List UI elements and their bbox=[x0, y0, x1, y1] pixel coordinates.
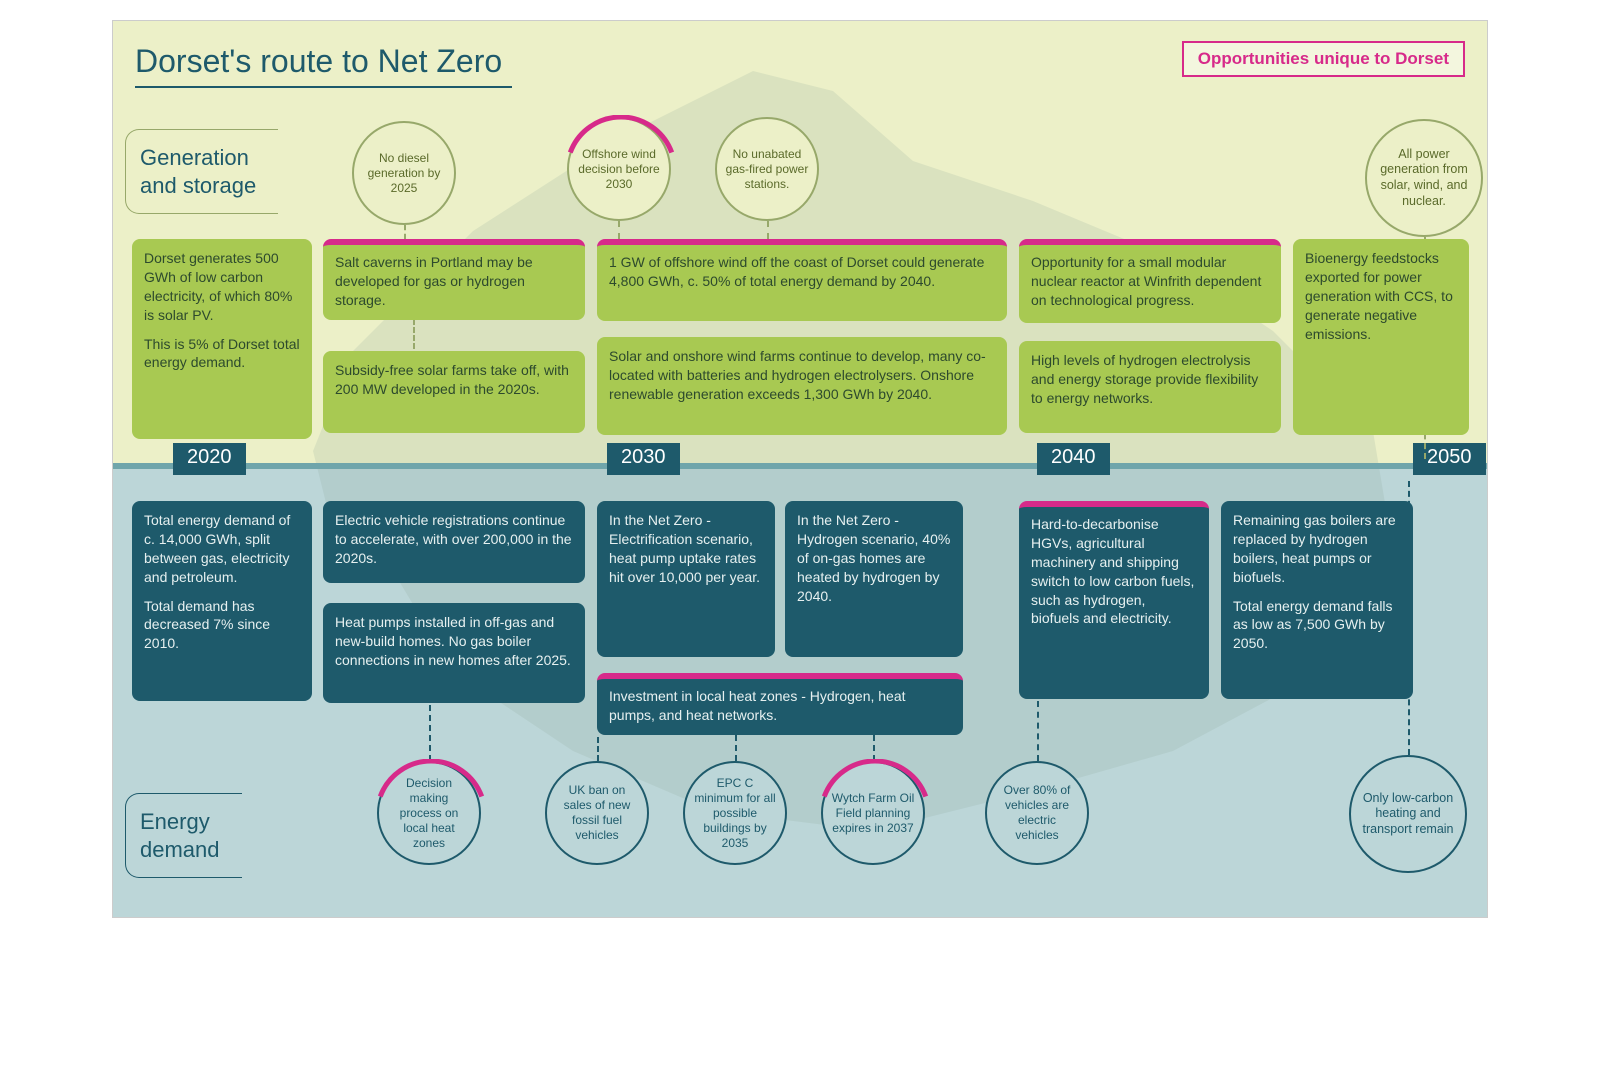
milestone-bubble-epc: EPC C minimum for all possible buildings… bbox=[683, 761, 787, 865]
milestone-bubble-lowcarb: Only low-carbon heating and transport re… bbox=[1349, 755, 1467, 873]
timeline-axis bbox=[113, 463, 1487, 469]
demand-card-t5: In the Net Zero - Hydrogen scenario, 40%… bbox=[785, 501, 963, 657]
generation-card-g4: 1 GW of offshore wind off the coast of D… bbox=[597, 239, 1007, 321]
card-text: Solar and onshore wind farms continue to… bbox=[609, 347, 995, 404]
legend-pink: Opportunities unique to Dorset bbox=[1182, 41, 1465, 77]
year-2030: 2030 bbox=[607, 443, 680, 475]
card-text: This is 5% of Dorset total energy demand… bbox=[144, 335, 300, 373]
card-text: Total energy demand falls as low as 7,50… bbox=[1233, 597, 1401, 654]
generation-card-g2: Salt caverns in Portland may be develope… bbox=[323, 239, 585, 320]
milestone-bubble-heatzones: Decision making process on local heat zo… bbox=[377, 761, 481, 865]
card-text: Subsidy-free solar farms take off, with … bbox=[335, 361, 573, 399]
milestone-bubble-gasfired: No unabated gas-fired power stations. bbox=[715, 117, 819, 221]
milestone-bubble-offshore: Offshore wind decision before 2030 bbox=[567, 117, 671, 221]
row-label-demand: Energy demand bbox=[125, 793, 242, 878]
card-text: Opportunity for a small modular nuclear … bbox=[1031, 253, 1269, 310]
generation-card-g6: Opportunity for a small modular nuclear … bbox=[1019, 239, 1281, 323]
row-label-demand-text: Energy demand bbox=[140, 809, 220, 862]
card-text: In the Net Zero - Hydrogen scenario, 40%… bbox=[797, 511, 951, 605]
card-text: Electric vehicle registrations continue … bbox=[335, 511, 573, 568]
card-text: Bioenergy feedstocks exported for power … bbox=[1305, 249, 1457, 343]
card-text: Salt caverns in Portland may be develope… bbox=[335, 253, 573, 310]
milestone-bubble-wytch: Wytch Farm Oil Field planning expires in… bbox=[821, 761, 925, 865]
card-text: High levels of hydrogen electrolysis and… bbox=[1031, 351, 1269, 408]
card-text: Hard-to-decarbonise HGVs, agricultural m… bbox=[1031, 515, 1197, 628]
card-text: 1 GW of offshore wind off the coast of D… bbox=[609, 253, 995, 291]
card-text: Remaining gas boilers are replaced by hy… bbox=[1233, 511, 1401, 587]
milestone-bubble-ukban: UK ban on sales of new fossil fuel vehic… bbox=[545, 761, 649, 865]
demand-card-t4: In the Net Zero - Electrification scenar… bbox=[597, 501, 775, 657]
card-text: Total demand has decreased 7% since 2010… bbox=[144, 597, 300, 654]
card-text: Total energy demand of c. 14,000 GWh, sp… bbox=[144, 511, 300, 587]
demand-card-t8: Remaining gas boilers are replaced by hy… bbox=[1221, 501, 1413, 699]
demand-card-t2: Electric vehicle registrations continue … bbox=[323, 501, 585, 583]
generation-card-g5: Solar and onshore wind farms continue to… bbox=[597, 337, 1007, 435]
year-2050: 2050 bbox=[1413, 443, 1486, 475]
infographic-canvas: Dorset's route to Net Zero Opportunities… bbox=[112, 20, 1488, 918]
milestone-bubble-diesel: No diesel generation by 2025 bbox=[352, 121, 456, 225]
page-title: Dorset's route to Net Zero bbox=[135, 43, 512, 88]
card-text: Investment in local heat zones - Hydroge… bbox=[609, 687, 951, 725]
milestone-bubble-allpower: All power generation from solar, wind, a… bbox=[1365, 119, 1483, 237]
demand-card-t7: Hard-to-decarbonise HGVs, agricultural m… bbox=[1019, 501, 1209, 699]
demand-card-t3: Heat pumps installed in off-gas and new-… bbox=[323, 603, 585, 703]
demand-card-t1: Total energy demand of c. 14,000 GWh, sp… bbox=[132, 501, 312, 701]
card-text: Heat pumps installed in off-gas and new-… bbox=[335, 613, 573, 670]
generation-card-g3: Subsidy-free solar farms take off, with … bbox=[323, 351, 585, 433]
card-text: In the Net Zero - Electrification scenar… bbox=[609, 511, 763, 587]
generation-card-g1: Dorset generates 500 GWh of low carbon e… bbox=[132, 239, 312, 439]
generation-card-g7: High levels of hydrogen electrolysis and… bbox=[1019, 341, 1281, 433]
year-2040: 2040 bbox=[1037, 443, 1110, 475]
generation-card-g8: Bioenergy feedstocks exported for power … bbox=[1293, 239, 1469, 435]
row-label-generation-text: Generation and storage bbox=[140, 145, 256, 198]
row-label-generation: Generation and storage bbox=[125, 129, 278, 214]
milestone-bubble-ev80: Over 80% of vehicles are electric vehicl… bbox=[985, 761, 1089, 865]
year-2020: 2020 bbox=[173, 443, 246, 475]
demand-card-t6: Investment in local heat zones - Hydroge… bbox=[597, 673, 963, 735]
card-text: Dorset generates 500 GWh of low carbon e… bbox=[144, 249, 300, 325]
